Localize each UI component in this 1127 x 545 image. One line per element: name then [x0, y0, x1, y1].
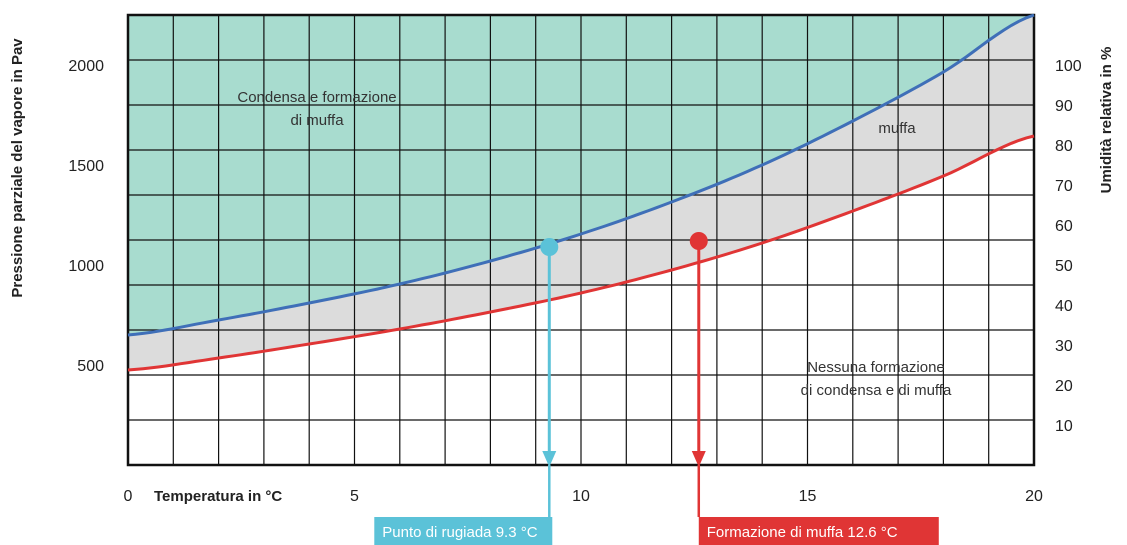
y-tick-label-right: 10 — [1055, 418, 1073, 435]
series-line-saturation — [127, 13, 1035, 337]
callout-marker — [540, 238, 559, 256]
y-tick-label-right: 80 — [1055, 138, 1073, 155]
y-tick-label-left: 1000 — [68, 258, 104, 275]
y-tick-label-right: 100 — [1055, 58, 1082, 75]
y-tick-label-right: 30 — [1055, 338, 1073, 355]
region-label-mould: muffa — [878, 120, 916, 137]
y-axis-label-right: Umidità relativa in % — [1098, 47, 1115, 194]
y-tick-label-right: 50 — [1055, 258, 1073, 275]
callout-label: Punto di rugiada 9.3 °C — [382, 524, 537, 541]
callout-label: Formazione di muffa 12.6 °C — [707, 524, 898, 541]
callout-box — [374, 517, 553, 545]
region-label-condensation-2: di muffa — [290, 112, 344, 129]
y-tick-label-right: 60 — [1055, 218, 1073, 235]
y-tick-label-right: 70 — [1055, 178, 1073, 195]
x-tick-label: 0 — [124, 488, 133, 505]
callout-box — [698, 517, 939, 545]
region-label-safe-2: di condensa e di muffa — [801, 382, 952, 399]
series-line-mould — [127, 134, 1035, 372]
plot-frame — [126, 13, 1036, 467]
x-tick-label: 15 — [799, 488, 817, 505]
region-label-condensation-1: Condensa e formazione — [237, 89, 396, 106]
y-axis-label-left: Pressione parziale del vapore in Pav — [9, 38, 26, 298]
x-axis-label: Temperatura in °C — [154, 488, 282, 505]
y-tick-label-right: 90 — [1055, 98, 1073, 115]
y-tick-label-right: 20 — [1055, 378, 1073, 395]
y-tick-label-right: 40 — [1055, 298, 1073, 315]
y-tick-label-left: 500 — [77, 358, 104, 375]
callout-arrowhead — [542, 451, 557, 467]
x-tick-label: 10 — [572, 488, 590, 505]
series-layer — [127, 13, 1035, 372]
callout-marker — [689, 232, 708, 250]
x-tick-label: 5 — [350, 488, 359, 505]
callout-layer: Punto di rugiada 9.3 °C Formazione di muf… — [374, 232, 939, 545]
tick-layer: 0 5 10 15 20 500 1000 1500 2000 10 20 30 40 50 60 70 80 9… — [68, 58, 1081, 505]
callout-arrowhead — [691, 451, 706, 467]
y-tick-label-left: 2000 — [68, 58, 104, 75]
y-tick-label-left: 1500 — [68, 158, 104, 175]
x-tick-label: 20 — [1025, 488, 1043, 505]
region-label-safe-1: Nessuna formazione — [807, 359, 945, 376]
